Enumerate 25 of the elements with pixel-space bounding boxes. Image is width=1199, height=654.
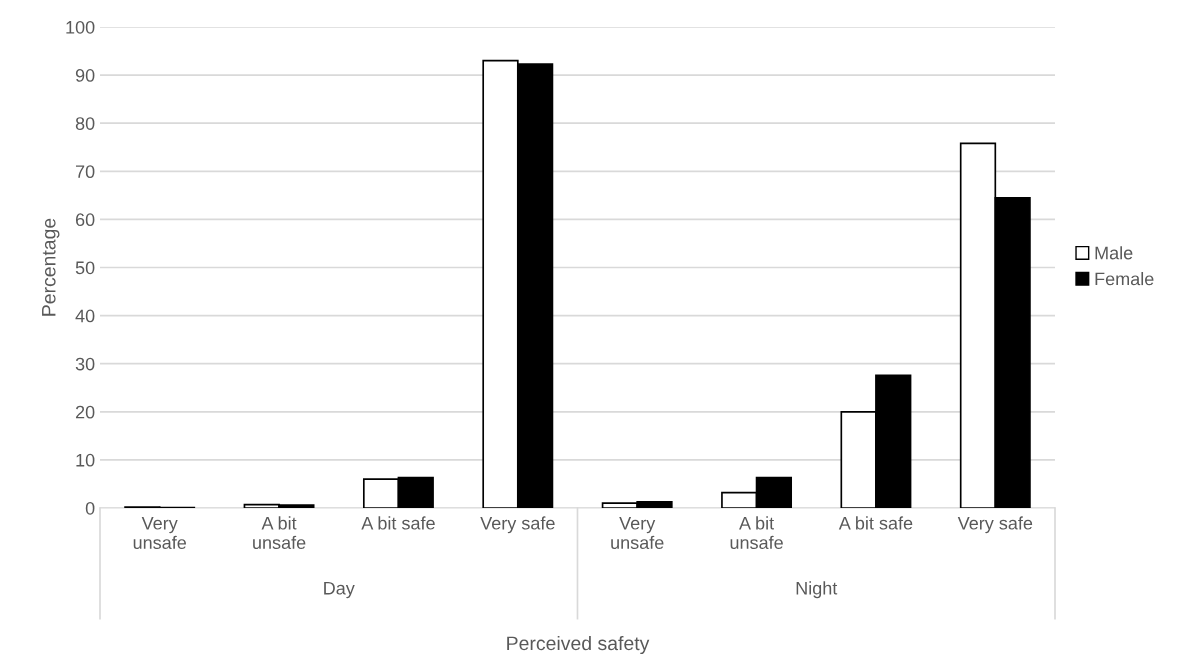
text: Day <box>324 582 355 599</box>
x-tick-label: A bit safe <box>838 516 913 530</box>
y-tick-label: 60 <box>75 213 95 227</box>
y-axis-title: Percentage <box>42 218 60 316</box>
x-tick-label: Very safe <box>480 516 555 534</box>
y-tick-label: 0 <box>85 501 95 515</box>
y-tick-label: 70 <box>75 165 95 179</box>
x-tick-label: Very safe <box>957 516 1033 534</box>
y-tick-label: 10 <box>76 453 95 467</box>
text: Night <box>796 581 838 599</box>
y-tick-label: 50 <box>75 261 95 275</box>
x-tick-label: A bit unsafe <box>253 516 306 550</box>
y-tick-label: 100 <box>66 20 95 34</box>
y-tick-label: 80 <box>75 117 95 130</box>
x-tick-label: Very unsafe <box>611 517 664 550</box>
legend-label: Female <box>1095 272 1154 286</box>
legend-label: Male <box>1095 246 1133 260</box>
x-tick-label: A bit unsafe <box>730 516 783 550</box>
x-axis-title: Perceived safety <box>507 635 650 654</box>
y-tick-label: 90 <box>75 69 95 82</box>
x-tick-label: A bit safe <box>361 516 435 530</box>
y-tick-label: 40 <box>75 309 95 323</box>
y-tick-label: 30 <box>75 357 95 371</box>
x-tick-label: Very unsafe <box>133 517 186 550</box>
y-tick-label: 20 <box>75 405 95 419</box>
